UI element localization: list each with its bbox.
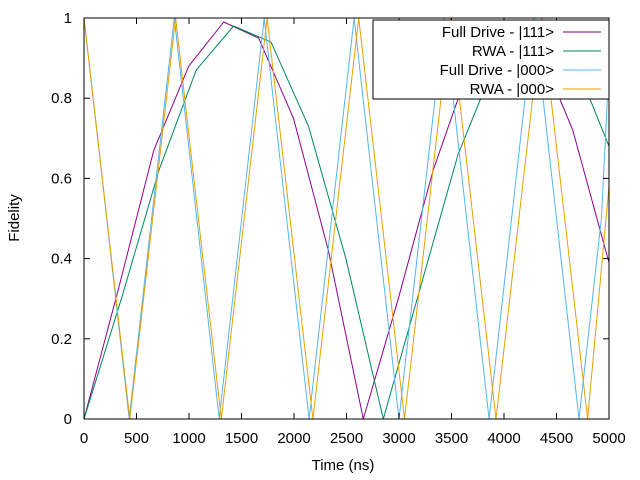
y-axis-title: Fidelity: [6, 194, 23, 242]
legend-box: [372, 19, 610, 100]
y-tick-label: 0.6: [51, 170, 72, 187]
x-tick-label: 2500: [330, 430, 363, 447]
x-axis-title: Time (ns): [312, 457, 375, 474]
legend-label-2: RWA - |111>: [472, 43, 554, 60]
series-line-4: [83, 17, 610, 420]
x-tick-label: 1500: [225, 430, 258, 447]
legend-label-3: Full Drive - |000>: [440, 62, 555, 79]
x-tick-label: 4000: [487, 430, 520, 447]
legend-label-1: Full Drive - |111>: [442, 24, 554, 41]
y-tick-label: 1: [64, 10, 72, 27]
x-tick-label: 0: [80, 430, 88, 447]
legend-label-4: RWA - |000>: [470, 81, 555, 98]
x-tick-label: 5000: [592, 430, 625, 447]
x-tick-label: 500: [124, 430, 149, 447]
y-tick-label: 0: [64, 411, 72, 428]
x-tick-label: 2000: [277, 430, 310, 447]
y-tick-label: 0.8: [51, 90, 72, 107]
ticks-layer: 0 500 1000 1500 2000 2500 3000 3500 4000 4500 5000…: [51, 10, 626, 447]
x-tick-label: 1000: [172, 430, 205, 447]
x-tick-label: 3000: [382, 430, 415, 447]
y-tick-label: 0.2: [51, 331, 72, 348]
x-tick-label: 4500: [540, 430, 573, 447]
y-tick-label: 0.4: [51, 251, 72, 268]
x-tick-label: 3500: [435, 430, 468, 447]
legend: Full Drive - |111> RWA - |111> Full Drive …: [372, 19, 610, 100]
